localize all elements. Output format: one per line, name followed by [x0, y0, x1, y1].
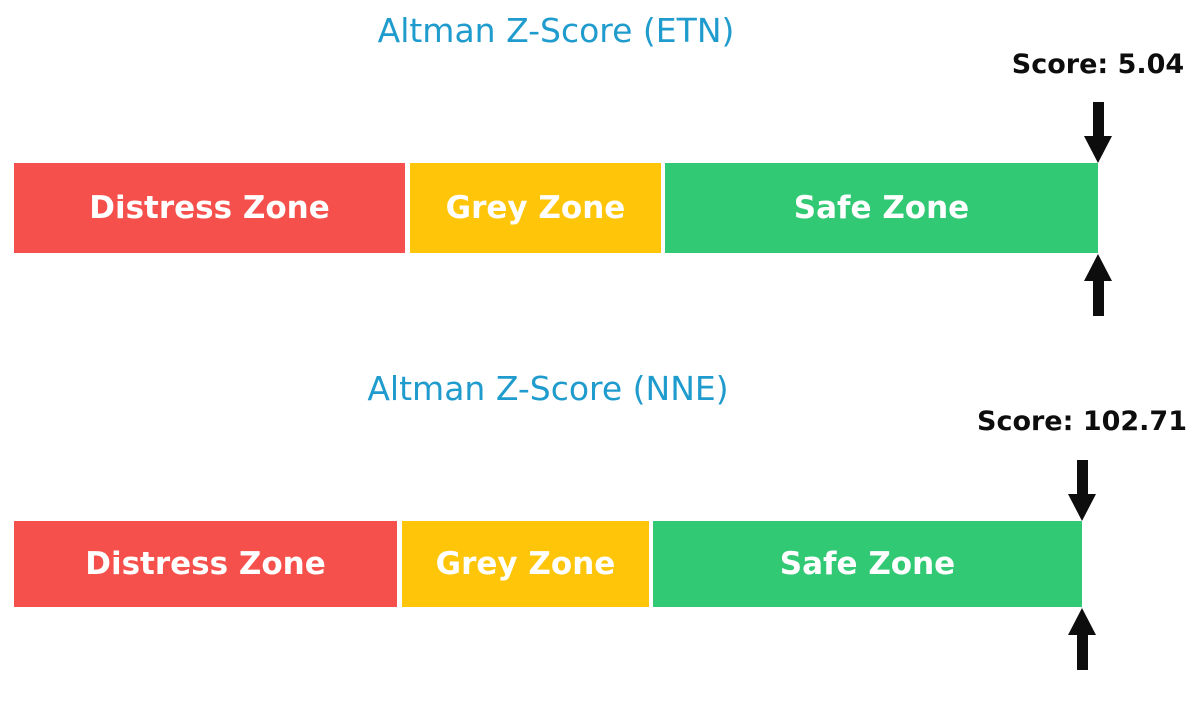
arrow-shaft [1092, 281, 1104, 316]
arrow-head [1084, 254, 1112, 281]
zone-segment-safe: Safe Zone [653, 521, 1082, 607]
zone-segment-label: Safe Zone [793, 190, 970, 226]
zone-segment-label: Grey Zone [435, 546, 616, 582]
chart-title: Altman Z-Score (ETN) [377, 11, 735, 50]
zone-bar: Distress Zone Grey Zone Safe Zone [0, 521, 1200, 607]
zone-segment-grey: Grey Zone [402, 521, 649, 607]
score-marker-arrow-up-icon [1068, 608, 1096, 670]
score-label: Score: 102.71 [976, 406, 1188, 437]
zone-segment-label: Safe Zone [779, 546, 956, 582]
zone-segment-distress: Distress Zone [14, 163, 405, 253]
zone-segment-label: Distress Zone [85, 546, 326, 582]
arrow-head [1068, 494, 1096, 521]
zone-segment-safe: Safe Zone [665, 163, 1098, 253]
score-label: Score: 5.04 [1011, 49, 1185, 80]
arrow-head [1068, 608, 1096, 635]
zone-segment-grey: Grey Zone [410, 163, 661, 253]
arrow-shaft [1076, 460, 1088, 494]
zone-bar: Distress Zone Grey Zone Safe Zone [0, 163, 1200, 253]
score-marker-arrow-down-icon [1068, 460, 1096, 521]
score-marker-arrow-down-icon [1084, 102, 1112, 163]
zone-segment-label: Grey Zone [445, 190, 626, 226]
zone-segment-distress: Distress Zone [14, 521, 397, 607]
chart-title: Altman Z-Score (NNE) [367, 369, 729, 408]
arrow-shaft [1092, 102, 1104, 136]
arrow-head [1084, 136, 1112, 163]
zone-segment-label: Distress Zone [89, 190, 330, 226]
arrow-shaft [1076, 635, 1088, 670]
score-marker-arrow-up-icon [1084, 254, 1112, 316]
